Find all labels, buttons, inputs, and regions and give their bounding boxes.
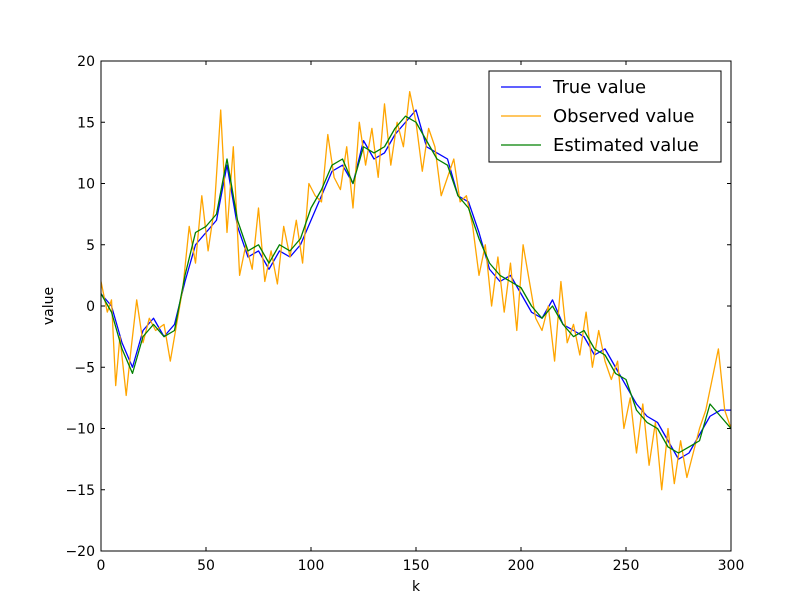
x-tick-label: 100: [298, 558, 325, 574]
x-tick-label: 0: [97, 558, 106, 574]
x-tick-label: 50: [197, 558, 215, 574]
legend-label: Estimated value: [553, 135, 699, 156]
series-line-observed-value: [101, 90, 731, 491]
y-tick-label: −15: [65, 483, 95, 499]
ticks-layer: 0 50 100 150 200 250 300 −20 −15 −10 −5 0 5 10 15 20: [65, 54, 744, 574]
series-line-estimated-value: [101, 115, 731, 454]
y-tick-label: 10: [77, 177, 95, 193]
x-axis-label: k: [412, 579, 421, 595]
x-tick-label: 200: [508, 558, 535, 574]
series-layer: [101, 90, 731, 491]
x-tick-label: 300: [718, 558, 745, 574]
y-tick-label: −10: [65, 422, 95, 438]
x-tick-label: 150: [403, 558, 430, 574]
y-tick-label: 15: [77, 115, 95, 131]
y-tick-label: 20: [77, 54, 95, 70]
y-tick-label: −5: [74, 360, 95, 376]
y-axis-label: value: [41, 287, 57, 325]
y-tick-label: −20: [65, 544, 95, 560]
y-tick-label: 0: [86, 299, 95, 315]
legend-label: Observed value: [553, 106, 695, 127]
legend-label: True value: [552, 77, 646, 98]
x-tick-label: 250: [613, 558, 640, 574]
legend: True value Observed value Estimated value: [488, 70, 722, 163]
y-tick-label: 5: [86, 238, 95, 254]
